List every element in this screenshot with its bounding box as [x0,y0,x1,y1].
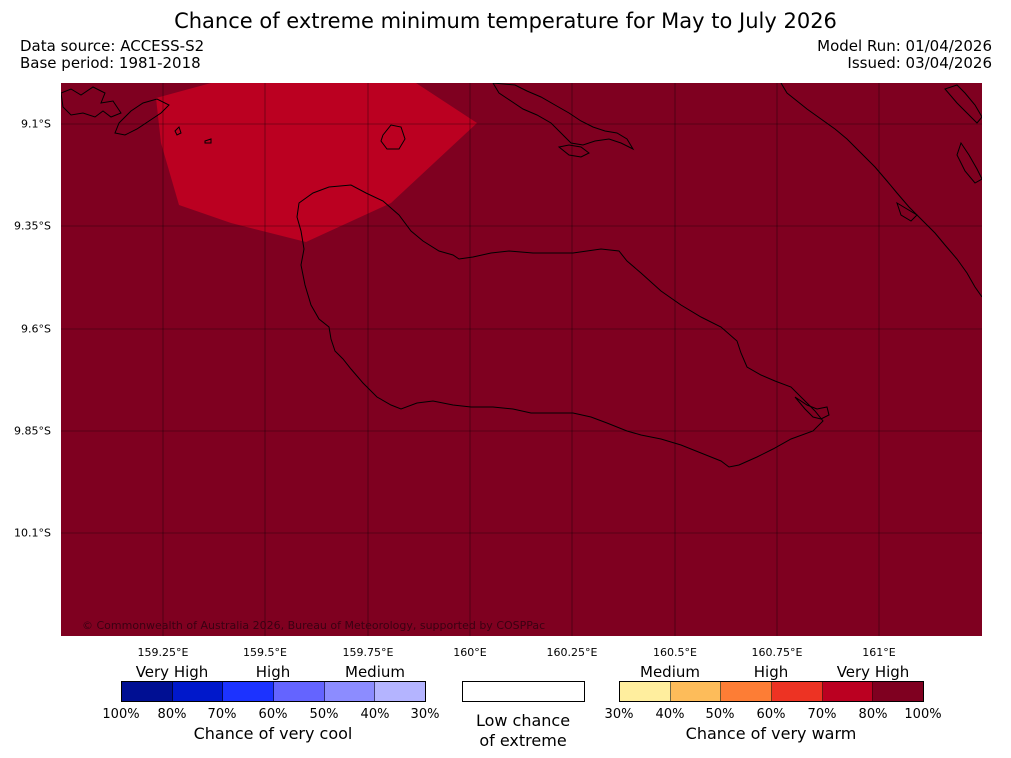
warm-level-label: High [753,663,789,681]
issued-text: Issued: 03/04/2026 [847,54,992,72]
coastline-ne-islands [896,84,982,222]
warm-swatch [670,682,722,701]
warm-swatch [620,682,671,701]
warm-swatch [822,682,874,701]
warm-tick: 80% [858,707,888,722]
coastline-ne-coast [780,83,982,298]
cool-caption: Chance of very cool [193,724,353,743]
coastline-east-point [794,396,830,420]
meta-left: Data source: ACCESS-S2 Base period: 1981… [20,38,204,72]
warm-swatch [873,682,924,701]
coastline-islet-1 [380,124,406,150]
map-canvas [61,83,982,636]
cool-swatch [375,682,426,701]
warm-level-label: Medium [640,663,700,681]
cool-swatch [324,682,376,701]
lon-label: 159.5°E [243,646,287,659]
cool-colorbar [121,681,426,702]
warm-swatch [772,682,823,701]
lat-label: 10.1°S [14,526,51,540]
model-run-text: Model Run: 01/04/2026 [817,37,992,55]
coastlines [61,83,982,468]
coastline-north-islands [492,83,635,158]
copyright-notice: © Commonwealth of Australia 2026, Bureau… [82,619,546,632]
coastline-islet-2 [204,138,212,144]
warm-level-label: Very High [836,663,910,681]
warm-tick: 30% [604,707,634,722]
base-period-text: Base period: 1981-2018 [20,54,201,72]
cool-tick: 40% [360,707,390,722]
lat-label: 9.6°S [21,322,51,336]
neutral-caption-line2: of extreme [479,731,567,750]
cool-level-label: High [255,663,291,681]
warm-tick: 50% [705,707,735,722]
warm-caption: Chance of very warm [685,724,857,743]
forecast-map[interactable] [61,83,982,636]
cool-swatch [223,682,275,701]
lon-label: 160.25°E [546,646,598,659]
cool-tick: 70% [207,707,237,722]
cool-level-label: Very High [135,663,209,681]
warm-tick: 100% [904,707,942,722]
warm-colorbar [619,681,924,702]
cool-tick: 50% [309,707,339,722]
lon-label: 159.75°E [342,646,394,659]
cool-swatch [122,682,173,701]
warm-tick: 70% [807,707,837,722]
lon-label: 161°E [862,646,896,659]
lat-label: 9.85°S [14,424,51,438]
coastline-nw-islands [61,86,170,136]
cool-tick: 60% [258,707,288,722]
cool-tick: 30% [410,707,440,722]
cool-tick: 100% [102,707,140,722]
coastline-main-island [296,184,824,468]
page-title: Chance of extreme minimum temperature fo… [174,9,837,33]
lat-label: 9.35°S [14,219,51,233]
cool-level-label: Medium [345,663,405,681]
cool-swatch [172,682,224,701]
probability-patch [156,83,477,242]
meta-right: Model Run: 01/04/2026 Issued: 03/04/2026 [817,38,992,72]
lon-label: 160°E [453,646,487,659]
warm-tick: 40% [655,707,685,722]
lon-label: 159.25°E [137,646,189,659]
neutral-swatch [462,681,585,702]
cool-swatch [274,682,325,701]
lon-label: 160.5°E [653,646,697,659]
warm-tick: 60% [756,707,786,722]
coastline-islet-3 [174,126,182,136]
cool-tick: 80% [157,707,187,722]
warm-swatch [721,682,773,701]
lat-label: 9.1°S [21,117,51,131]
data-source-text: Data source: ACCESS-S2 [20,37,205,55]
neutral-caption-line1: Low chance [475,711,571,730]
lon-label: 160.75°E [751,646,803,659]
